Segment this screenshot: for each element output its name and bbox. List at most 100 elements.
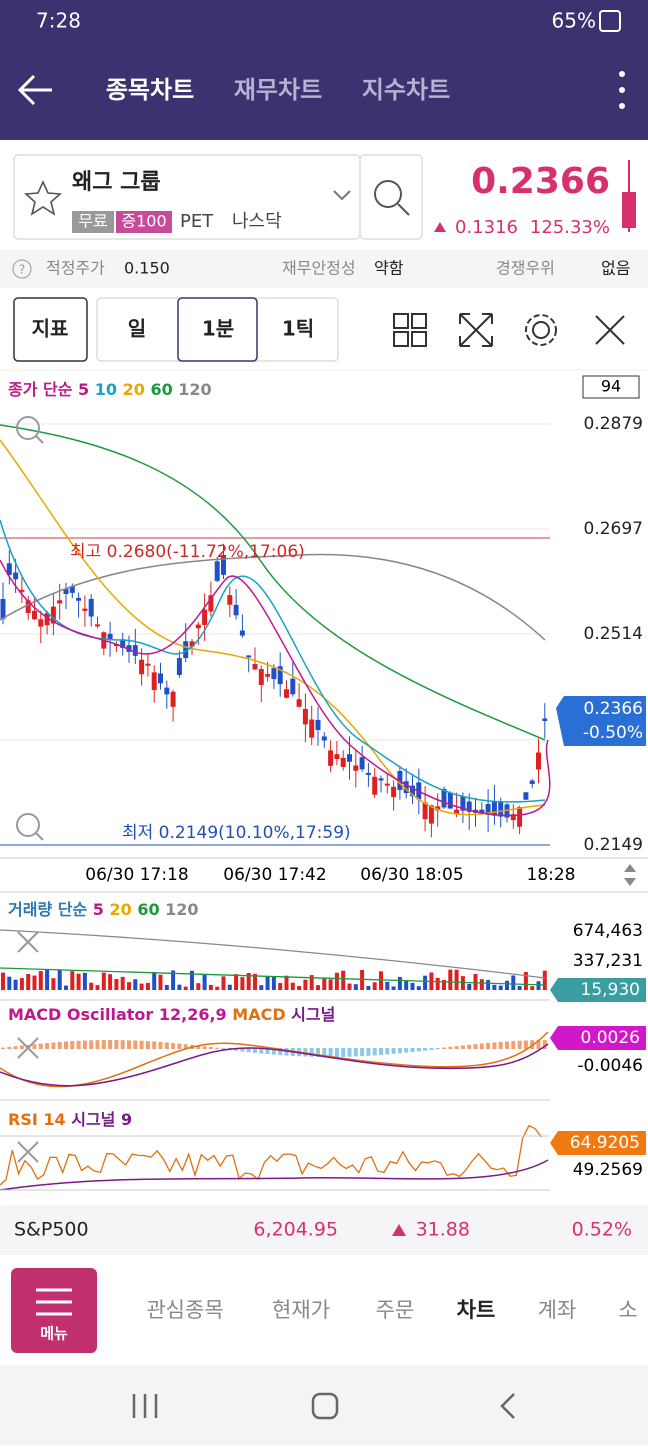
back-button[interactable] — [17, 74, 52, 106]
nav-item[interactable]: 주문 — [376, 1298, 415, 1322]
menu-icon — [36, 1288, 72, 1316]
indicator-button[interactable] — [13, 297, 88, 362]
help-icon[interactable] — [12, 259, 32, 279]
macd-bar — [171, 1043, 176, 1049]
search-icon — [397, 203, 410, 216]
candle-body — [321, 736, 327, 741]
macd-bar — [467, 1044, 472, 1049]
period-button[interactable]: 1틱 — [282, 317, 314, 341]
toolbar-icons[interactable] — [393, 313, 625, 347]
system-buttons[interactable] — [132, 1392, 515, 1420]
favorite-star[interactable] — [24, 180, 62, 216]
axis-label: 0.2149 — [584, 835, 643, 855]
zoom-icon — [35, 832, 44, 841]
candle-body — [460, 796, 466, 811]
macd-bar — [379, 1048, 383, 1055]
volume-bar — [127, 982, 131, 990]
macd-bar — [479, 1043, 484, 1049]
legend-item: 5 — [93, 900, 104, 919]
time-label: 06/30 17:18 — [85, 865, 188, 885]
candle-body — [57, 600, 63, 604]
macd-bar — [498, 1041, 503, 1049]
legend: 거래량 단순 5 20 60 120 — [8, 900, 199, 919]
period-button[interactable]: 일 — [128, 317, 146, 341]
volume-bar — [498, 985, 503, 990]
volume-average — [0, 967, 546, 986]
candle-body — [271, 668, 277, 680]
candle-body — [252, 664, 258, 670]
volume-bar — [19, 978, 24, 990]
volume-bar — [442, 980, 446, 990]
info-value: 0.150 — [124, 259, 170, 278]
candle-body — [120, 639, 126, 648]
more-menu[interactable] — [619, 71, 625, 109]
current-price: 0.2366 — [584, 699, 643, 719]
volume-bar — [517, 986, 522, 990]
macd-bar — [246, 1048, 251, 1053]
volume-bar — [76, 973, 81, 990]
candle-body — [277, 666, 283, 685]
tab[interactable]: 종목차트 — [106, 76, 194, 104]
candle-body — [50, 606, 56, 624]
macd-bar — [448, 1046, 453, 1049]
volume-bar — [227, 984, 232, 990]
index-bar — [0, 1205, 648, 1255]
nav-item[interactable]: 계좌 — [538, 1298, 577, 1322]
scroll-arrows[interactable] — [624, 864, 636, 886]
volume-bar — [290, 982, 295, 990]
candle-body — [334, 754, 340, 760]
zoom-icon — [16, 813, 40, 837]
macd-bar — [64, 1041, 68, 1049]
volume-bar — [423, 975, 428, 990]
candle-body — [233, 604, 239, 616]
volume-bar — [120, 976, 125, 990]
axis-label: -0.0046 — [577, 1056, 643, 1076]
candle-body — [290, 678, 296, 695]
current-tag — [550, 978, 646, 1002]
volume-bar — [492, 984, 497, 990]
macd-bar — [101, 1040, 106, 1049]
period-button[interactable]: 1분 — [202, 317, 234, 341]
candle-body — [378, 778, 384, 781]
volume-bar — [303, 979, 308, 990]
volume-bar — [523, 971, 528, 990]
nav-item[interactable]: 관심종목 — [146, 1298, 223, 1322]
tab[interactable]: 재무차트 — [234, 76, 322, 104]
macd-bar — [316, 1048, 320, 1057]
macd-bar — [76, 1040, 81, 1049]
close-icon — [17, 1037, 39, 1059]
macd-bar — [1, 1047, 5, 1049]
volume-bar — [454, 969, 459, 990]
tag-bg — [116, 211, 172, 233]
count: 94 — [601, 377, 621, 396]
volume-bar — [347, 983, 352, 990]
candle-body — [44, 612, 50, 626]
time-label: 06/30 17:42 — [223, 865, 326, 885]
tab[interactable]: 지수차트 — [362, 76, 450, 104]
nav-item[interactable]: 현재가 — [272, 1298, 330, 1322]
candle-body — [365, 772, 371, 775]
volume-bar — [284, 975, 289, 990]
info-value: 없음 — [601, 259, 630, 278]
candle-body — [265, 674, 271, 677]
macd-bar — [70, 1041, 75, 1049]
macd-bar — [240, 1048, 245, 1052]
candle-body — [139, 659, 145, 675]
search-button[interactable] — [359, 154, 423, 240]
info-label: 경쟁우위 — [496, 259, 555, 278]
menu-button[interactable] — [11, 1268, 97, 1353]
nav-item[interactable]: 차트 — [457, 1298, 496, 1322]
candle-body — [504, 804, 510, 818]
dropdown — [333, 190, 351, 201]
candle-body — [510, 814, 516, 821]
macd-bar — [45, 1043, 50, 1049]
candle-body — [302, 709, 308, 725]
candle-body — [195, 624, 201, 629]
macd-bar — [221, 1048, 226, 1050]
macd-bar — [13, 1046, 18, 1049]
candle-body — [239, 630, 245, 636]
nav-item[interactable]: 소 — [618, 1298, 637, 1322]
macd-bar — [347, 1048, 352, 1057]
indicator-label: 지표 — [32, 317, 69, 341]
